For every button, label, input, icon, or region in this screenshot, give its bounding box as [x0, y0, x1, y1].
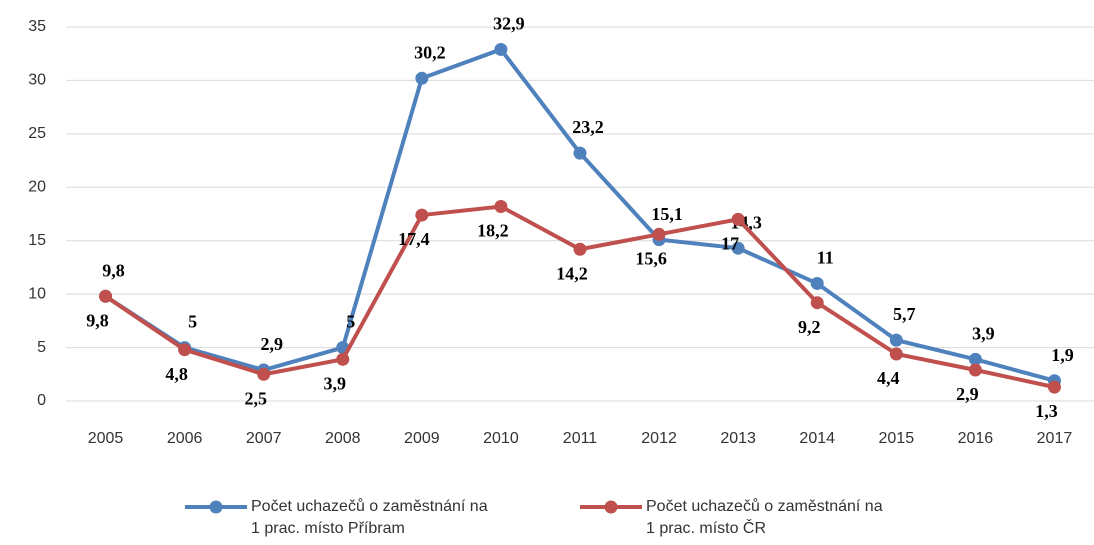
data-label: 1,9	[1051, 345, 1074, 365]
data-label: 32,9	[493, 14, 525, 34]
legend-label: Počet uchazečů o zaměstnání na 1 prac. m…	[251, 498, 488, 537]
data-label: 2,9	[956, 384, 979, 404]
data-label: 2,9	[260, 334, 283, 354]
x-tick-label: 2010	[483, 430, 519, 447]
y-tick-label: 35	[28, 18, 46, 35]
x-tick-label: 2007	[246, 430, 282, 447]
x-tick-label: 2016	[958, 430, 994, 447]
data-point	[415, 208, 429, 222]
data-label: 15,1	[651, 204, 683, 224]
y-tick-label: 10	[28, 285, 46, 302]
legend-label: Počet uchazečů o zaměstnání na 1 prac. m…	[646, 498, 883, 537]
x-tick-label: 2011	[563, 430, 598, 447]
data-label: 5	[346, 312, 355, 332]
x-tick-label: 2005	[88, 430, 124, 447]
data-label: 5,7	[893, 304, 916, 324]
data-point	[652, 227, 666, 241]
data-point	[968, 352, 982, 366]
data-label: 3,9	[972, 323, 995, 343]
data-label: 17,4	[398, 229, 430, 249]
data-point	[336, 352, 350, 366]
data-point	[494, 42, 508, 56]
x-tick-label: 2009	[404, 430, 440, 447]
y-tick-label: 0	[37, 392, 46, 409]
x-tick-label: 2012	[641, 430, 677, 447]
x-tick-label: 2015	[879, 430, 915, 447]
legend-item: Počet uchazečů o zaměstnání na 1 prac. m…	[185, 496, 491, 540]
data-label: 11	[817, 248, 834, 268]
x-tick-label: 2013	[720, 430, 756, 447]
legend-marker	[580, 500, 642, 514]
data-label: 5	[188, 312, 197, 332]
data-point	[415, 71, 429, 85]
y-tick-label: 5	[37, 339, 46, 356]
data-point	[257, 367, 271, 381]
data-label: 14,2	[556, 263, 588, 283]
data-label: 9,2	[798, 317, 821, 337]
y-tick-label: 20	[28, 179, 46, 196]
data-point	[889, 333, 903, 347]
data-point	[1047, 380, 1061, 394]
data-label: 4,8	[165, 364, 188, 384]
data-label: 3,9	[324, 373, 347, 393]
legend-item: Počet uchazečů o zaměstnání na 1 prac. m…	[580, 496, 886, 540]
x-tick-label: 2014	[799, 430, 835, 447]
chart: 0 5 10 15 20 25 30 35 2005 2006 2007 2008 2009 2010 20…	[28, 14, 1094, 447]
y-tick-label: 15	[28, 232, 46, 249]
data-label: 15,6	[635, 248, 667, 268]
data-label: 9,8	[86, 310, 109, 330]
series-line	[104, 204, 1055, 390]
data-point	[573, 146, 587, 160]
data-point	[968, 363, 982, 377]
y-tick-label: 30	[28, 72, 46, 89]
data-label: 30,2	[414, 42, 446, 62]
data-point	[889, 347, 903, 361]
data-point	[178, 343, 192, 357]
x-tick-label: 2008	[325, 430, 361, 447]
data-point	[810, 276, 824, 290]
data-point	[731, 212, 745, 226]
data-label: 9,8	[102, 260, 125, 280]
data-label: 23,2	[572, 117, 604, 137]
data-label: 2,5	[244, 388, 267, 408]
data-label: 18,2	[477, 221, 509, 241]
data-point	[573, 242, 587, 256]
x-tick-label: 2006	[167, 430, 203, 447]
data-point	[731, 241, 745, 255]
data-label: 1,3	[1035, 401, 1058, 421]
series-line	[104, 47, 1055, 383]
data-label: 4,4	[877, 368, 900, 388]
x-tick-label: 2017	[1037, 430, 1073, 447]
legend-marker	[185, 500, 247, 514]
data-point	[494, 200, 508, 214]
data-label: 17	[721, 233, 739, 253]
y-tick-label: 25	[28, 125, 46, 142]
data-point	[810, 296, 824, 310]
data-point	[99, 289, 113, 303]
